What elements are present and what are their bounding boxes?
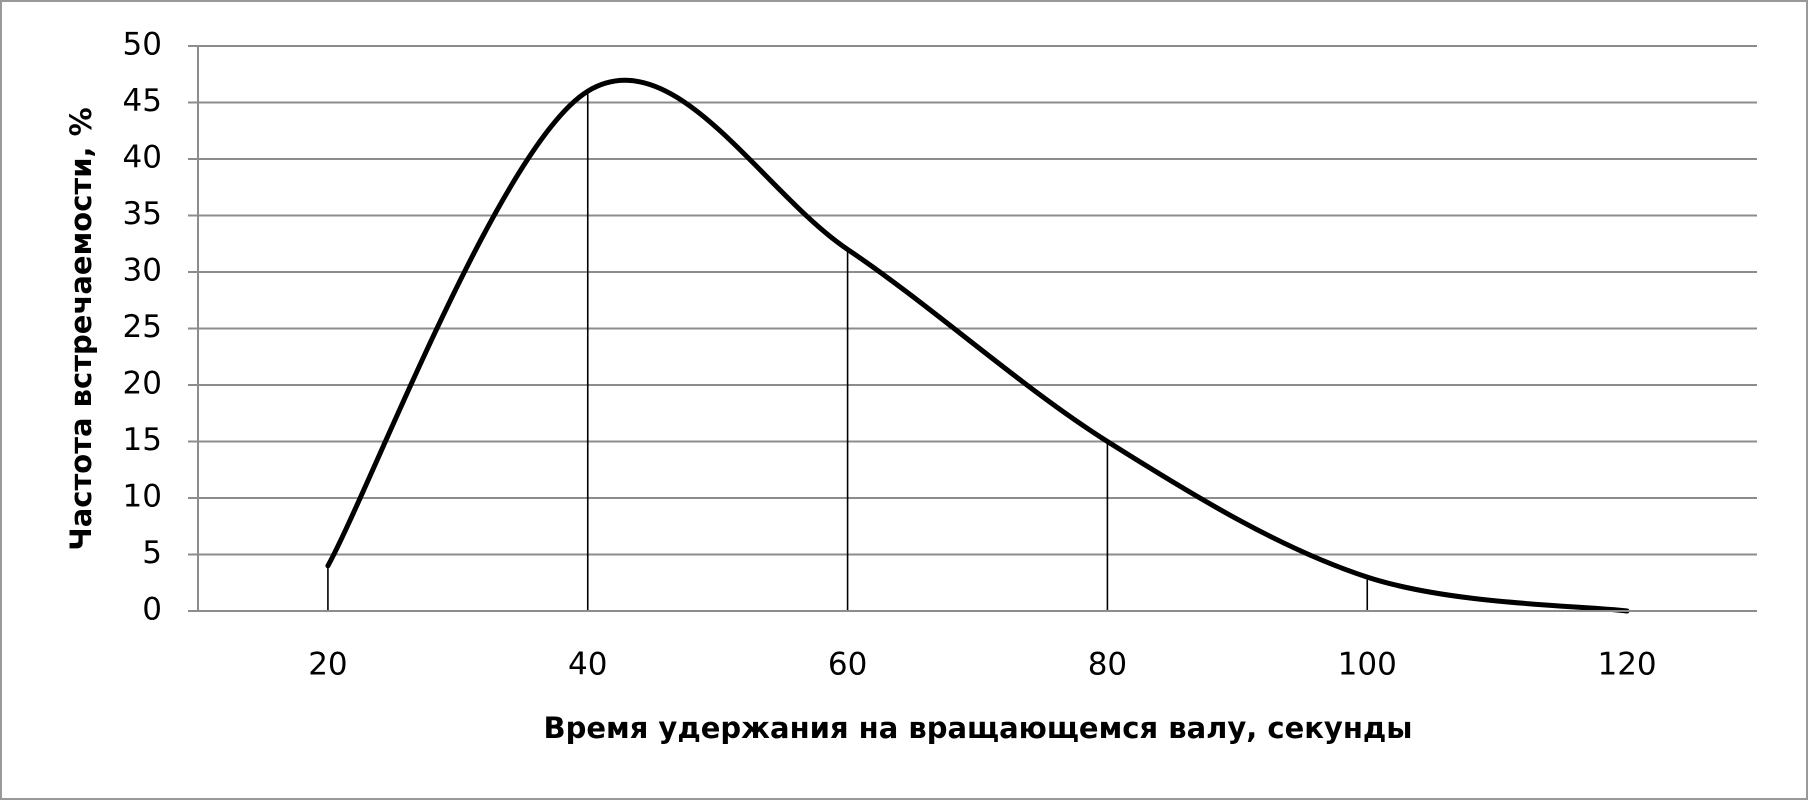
x-axis-title: Время удержания на вращающемся валу, сек…: [543, 711, 1412, 745]
x-tick-label: 120: [1597, 647, 1656, 683]
x-tick-label: 100: [1338, 647, 1397, 683]
x-tick-label: 20: [308, 647, 347, 683]
y-tick-label: 25: [123, 309, 162, 345]
y-tick-label: 0: [142, 592, 162, 628]
x-tick-label: 60: [828, 647, 867, 683]
y-tick-label: 45: [123, 83, 162, 119]
y-tick-label: 35: [123, 196, 162, 232]
x-tick-label: 40: [568, 647, 607, 683]
y-axis-title: Частота встречаемости, %: [64, 107, 98, 550]
y-tick-label: 10: [123, 479, 162, 515]
x-tick-label: 80: [1088, 647, 1127, 683]
y-tick-label: 5: [142, 535, 162, 571]
y-tick-label: 15: [123, 422, 162, 458]
y-tick-label: 30: [123, 253, 162, 289]
y-tick-label: 20: [123, 366, 162, 402]
y-tick-label: 50: [123, 27, 162, 63]
data-line: [325, 77, 1630, 614]
y-tick-label: 40: [123, 140, 162, 176]
